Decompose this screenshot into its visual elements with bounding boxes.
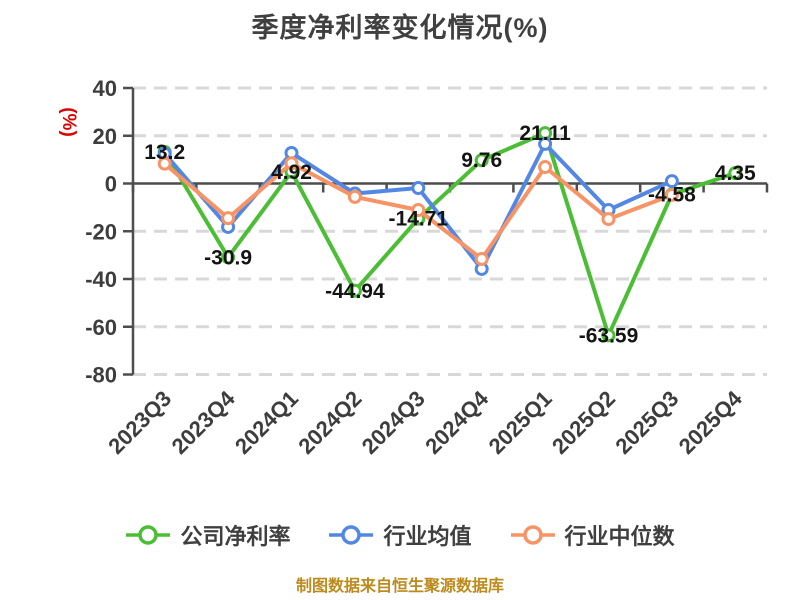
- value-label: 4.35: [715, 162, 756, 185]
- x-tick-label: 2024Q1: [230, 386, 303, 459]
- series-line-company-net-margin: [162, 131, 738, 338]
- data-point-industry-median: [157, 156, 172, 171]
- value-label: 13.2: [144, 141, 185, 164]
- data-point-company-net-margin: [221, 250, 236, 265]
- data-point-industry-average: [664, 174, 679, 189]
- value-label: -63.59: [579, 324, 639, 347]
- value-label: -44.94: [325, 280, 385, 303]
- value-label: -4.58: [648, 183, 696, 206]
- data-point-industry-median: [664, 187, 679, 202]
- x-tick-label: 2023Q3: [103, 386, 176, 459]
- x-tick-label: 2025Q2: [547, 386, 620, 459]
- data-point-industry-median: [474, 251, 489, 266]
- data-point-industry-average: [538, 136, 553, 151]
- x-tick-label: 2023Q4: [167, 385, 241, 459]
- value-label: -30.9: [204, 246, 252, 269]
- data-point-industry-median: [284, 156, 299, 171]
- legend-line-marker-icon: [329, 525, 374, 545]
- y-tick-label: -20: [85, 219, 117, 244]
- value-label: -14.71: [389, 208, 449, 231]
- legend-label-industry-average: 行业均值: [383, 524, 472, 549]
- x-tick-label: 2025Q1: [484, 386, 557, 459]
- data-point-industry-average: [411, 181, 426, 196]
- legend-item-industry-median[interactable]: 行业中位数: [510, 519, 675, 551]
- data-point-industry-median: [601, 212, 616, 227]
- x-tick-label: 2024Q3: [357, 386, 430, 459]
- data-point-industry-median: [221, 211, 236, 226]
- chart-title: 季度净利率变化情况(%): [251, 13, 549, 43]
- x-tick-label: 2025Q4: [674, 385, 748, 459]
- legend-item-industry-average[interactable]: 行业均值: [328, 519, 472, 551]
- data-source-note: 制图数据来自恒生聚源数据库: [295, 578, 504, 595]
- y-tick-label: 20: [93, 124, 117, 149]
- value-label: 4.92: [271, 161, 312, 184]
- legend-line-marker-icon: [126, 525, 171, 545]
- y-tick-label: -80: [85, 363, 117, 388]
- legend: 公司净利率 行业均值 行业中位数: [0, 519, 800, 551]
- value-label: 9.76: [461, 149, 502, 172]
- y-tick-label: -60: [85, 315, 117, 340]
- data-point-company-net-margin: [728, 166, 743, 181]
- legend-label-industry-median: 行业中位数: [564, 524, 675, 549]
- y-tick-label: 40: [93, 76, 117, 101]
- legend-item-company-net-margin[interactable]: 公司净利率: [125, 519, 290, 551]
- legend-label-company-net-margin: 公司净利率: [180, 524, 291, 549]
- y-axis-name: (%): [58, 107, 79, 137]
- data-point-industry-median: [411, 203, 426, 218]
- x-tick-label: 2024Q2: [293, 386, 366, 459]
- x-tick-label: 2025Q3: [610, 386, 683, 459]
- data-point-company-net-margin: [474, 153, 489, 168]
- y-tick-label: -40: [85, 267, 117, 292]
- x-tick-label: 2024Q4: [420, 385, 494, 459]
- legend-line-marker-icon: [510, 525, 555, 545]
- y-tick-label: 0: [105, 172, 117, 197]
- data-point-company-net-margin: [601, 328, 616, 343]
- data-point-industry-median: [347, 189, 362, 204]
- data-point-industry-median: [538, 160, 553, 175]
- value-label: 21.11: [519, 122, 571, 145]
- data-point-company-net-margin: [347, 283, 362, 298]
